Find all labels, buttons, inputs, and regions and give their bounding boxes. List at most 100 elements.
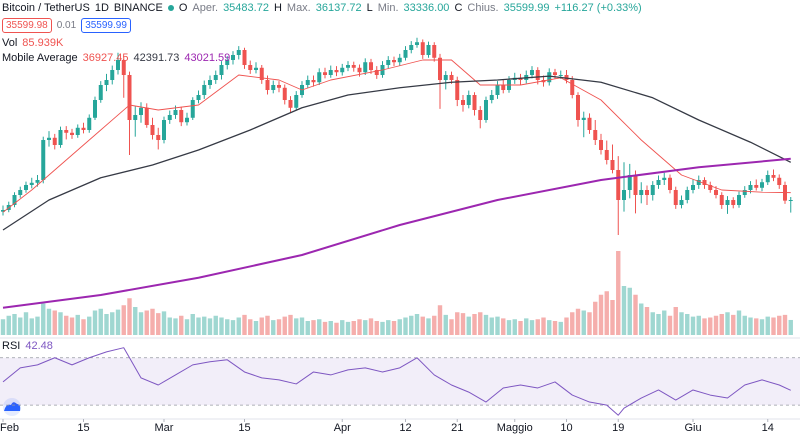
volume-bar [46, 308, 52, 335]
volume-bar [380, 321, 385, 335]
volume-bar [725, 312, 730, 335]
volume-bar [610, 300, 615, 335]
volume-bar [777, 315, 782, 335]
trade-buttons: 35599.98 0.01 35599.99 [2, 18, 131, 33]
volume-bar [104, 314, 109, 335]
candle-body [305, 80, 310, 85]
volume-bar [616, 251, 621, 335]
volume-bar [639, 303, 644, 335]
buy-button[interactable]: 35599.99 [81, 18, 131, 33]
volume-bar [276, 319, 282, 335]
candle-body [167, 115, 172, 120]
candle-body [714, 190, 718, 195]
volume-bar [6, 315, 11, 335]
candle-body [52, 137, 57, 145]
ohlc-label: Chius. [467, 2, 499, 14]
legend-main: Bitcoin / TetherUS 1D BINANCE O Aper. 3548… [2, 2, 642, 14]
volume-bar [397, 319, 402, 335]
candle-body [553, 72, 557, 75]
volume-bar [328, 321, 333, 335]
legend-rsi: RSI 42.48 [2, 340, 53, 352]
candle-body [196, 95, 201, 100]
volume-bar [248, 319, 253, 335]
candle-body [139, 107, 143, 115]
volume-bar [236, 317, 241, 335]
candle-body [403, 50, 408, 58]
ohlc-label: Max. [286, 2, 311, 14]
candle-body [432, 45, 437, 58]
volume-bar [489, 317, 494, 335]
candle-body [438, 57, 442, 80]
volume-bar [495, 316, 500, 335]
candle-body [547, 72, 552, 83]
volume-bar [466, 316, 471, 335]
volume-bar [662, 310, 667, 335]
spread: 0.01 [56, 20, 77, 31]
candle-body [121, 60, 126, 75]
volume-bar [731, 314, 736, 335]
volume-bar [702, 318, 707, 335]
volume-bar [202, 316, 207, 335]
volume-bar [512, 319, 517, 335]
volume-bar [253, 321, 259, 335]
volume-bar [667, 315, 673, 335]
volume-bar [345, 321, 351, 335]
candle-body [702, 180, 707, 185]
candle-body [357, 67, 362, 73]
volume-bar [12, 314, 17, 335]
sell-button[interactable]: 35599.98 [2, 18, 52, 33]
candle-body [472, 95, 477, 110]
volume-bar [788, 319, 793, 335]
candle-body [558, 75, 563, 76]
volume-bar [374, 321, 379, 335]
volume-bar [75, 314, 80, 335]
volume-bar [173, 318, 178, 335]
candle-body [156, 135, 161, 140]
candle-body [679, 200, 684, 205]
candle-body [420, 42, 425, 55]
volume-bar [340, 320, 345, 335]
x-tick-label: 21 [451, 422, 463, 434]
change: +116.27 (+0.33%) [554, 2, 642, 14]
volume-value: 85.939K [22, 37, 64, 49]
candle-body [242, 50, 247, 65]
ohlc-label: Aper. [192, 2, 219, 14]
x-tick-label: Giu [684, 422, 701, 434]
candle-body [489, 95, 494, 100]
candle-body [742, 190, 747, 195]
candle-body [777, 177, 782, 185]
candle-body [760, 182, 764, 188]
volume-bar [570, 312, 575, 335]
volume-bar [754, 318, 759, 335]
volume-bar [656, 314, 661, 335]
moving-average [2, 59, 791, 213]
candle-body [323, 72, 327, 75]
candle-body [771, 175, 776, 178]
volume-bar [506, 320, 512, 335]
volume-bar [449, 319, 454, 335]
candle-body [259, 67, 264, 80]
candle-body [104, 80, 109, 85]
candle-body [604, 150, 609, 160]
candle-body [248, 65, 253, 70]
volume-bar [483, 314, 489, 335]
volume-bar [305, 321, 310, 335]
volume-bar [144, 310, 149, 335]
volume-bar [455, 312, 460, 335]
candle-body [127, 75, 132, 120]
volume-bar [242, 314, 247, 335]
volume-bar [621, 286, 627, 335]
candle-body [788, 200, 793, 202]
volume-bar [23, 312, 29, 335]
candle-body [294, 95, 299, 108]
volume-bar [478, 312, 483, 335]
moving-average [2, 157, 791, 309]
volume-bar [529, 320, 535, 335]
candle-body [81, 127, 86, 130]
candle-body [622, 190, 626, 200]
candle-body [265, 80, 270, 90]
candle-body [311, 80, 316, 83]
candle-body [737, 195, 741, 205]
candles [1, 37, 793, 235]
rsi-value: 42.48 [25, 340, 53, 352]
